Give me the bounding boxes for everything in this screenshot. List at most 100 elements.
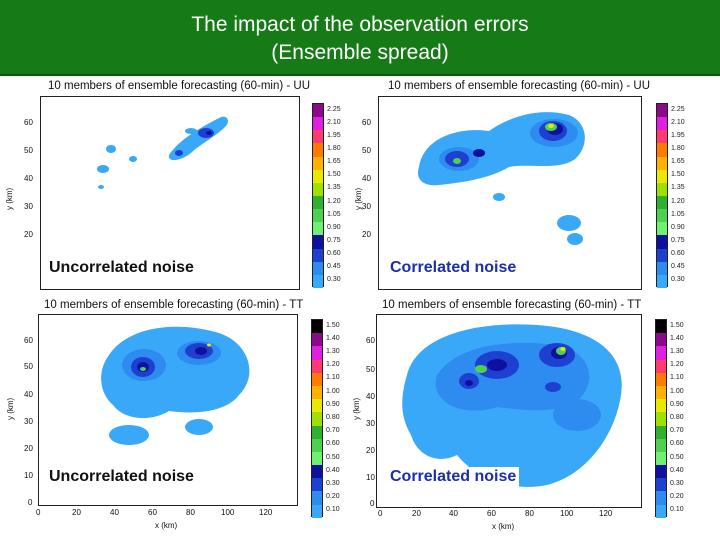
y-tick: 20 [24, 230, 33, 239]
y-tick: 40 [362, 174, 371, 183]
colorbar-swatch [313, 195, 323, 210]
colorbar-swatch [656, 438, 666, 452]
colorbar-label: 1.20 [670, 361, 684, 369]
colorbar-swatch [312, 465, 322, 479]
x-axis-label: x (km) [155, 521, 178, 530]
colorbar-swatch [657, 143, 667, 157]
colorbar-swatch [313, 209, 323, 223]
colorbar-label: 1.35 [671, 184, 685, 192]
colorbar-label: 1.95 [327, 131, 341, 139]
colorbar-label: 1.95 [671, 131, 685, 139]
colorbar-swatch [657, 156, 667, 170]
colorbar-label: 0.60 [326, 440, 340, 448]
y-tick: 30 [24, 417, 33, 426]
y-tick: 10 [24, 471, 33, 480]
plot-area [40, 96, 300, 290]
colorbar-label: 1.05 [671, 210, 685, 218]
y-tick: 10 [366, 473, 375, 482]
colorbar-swatch [657, 182, 667, 196]
colorbar-label: 0.90 [327, 223, 341, 231]
colorbar-swatch [656, 385, 666, 400]
y-tick: 30 [366, 419, 375, 428]
colorbar-swatch [656, 491, 666, 505]
colorbar-swatch [313, 156, 323, 170]
colorbar-label: 0.50 [326, 453, 340, 461]
colorbar-swatch [313, 222, 323, 236]
slide-title-line2: (Ensemble spread) [271, 41, 449, 64]
colorbar-swatch [656, 504, 666, 518]
y-tick: 60 [24, 118, 33, 127]
colorbar [312, 103, 324, 288]
colorbar-swatch [657, 104, 667, 118]
colorbar-label: 0.10 [326, 506, 340, 514]
y-tick: 30 [24, 202, 33, 211]
colorbar-label: 2.25 [327, 105, 341, 113]
spread-field [402, 324, 622, 487]
colorbar-swatch [656, 478, 666, 492]
colorbar-swatch [313, 143, 323, 157]
y-tick: 30 [362, 202, 371, 211]
colorbar-label: 1.50 [671, 171, 685, 179]
colorbar-label: 0.70 [326, 427, 340, 435]
colorbar-swatch [312, 478, 322, 492]
colorbar-label: 0.60 [671, 250, 685, 258]
x-tick: 80 [525, 509, 534, 518]
panel-title: 10 members of ensemble forecasting (60-m… [388, 80, 651, 92]
colorbar-label: 0.40 [670, 466, 684, 474]
colorbar-label: 0.90 [326, 400, 340, 408]
colorbar-swatch [313, 104, 323, 118]
colorbar-swatch [657, 195, 667, 210]
colorbar-label: 0.30 [670, 480, 684, 487]
x-tick: 80 [186, 508, 195, 517]
panel-title: 10 members of ensemble forecasting (60-m… [382, 299, 642, 311]
colorbar-label: 0.70 [670, 427, 684, 435]
x-tick: 40 [110, 508, 119, 517]
colorbar-swatch [312, 399, 322, 413]
spread-field [101, 326, 250, 445]
colorbar-label: 1.80 [327, 145, 341, 152]
x-tick: 120 [599, 509, 613, 518]
colorbar-label: 0.30 [327, 276, 341, 284]
colorbar [311, 319, 323, 518]
colorbar-swatch [313, 248, 323, 262]
colorbar-swatch [312, 491, 322, 505]
colorbar-swatch [312, 346, 322, 360]
colorbar-swatch [656, 425, 666, 439]
colorbar-label: 1.50 [326, 321, 340, 329]
colorbar-label: 1.80 [671, 145, 685, 152]
colorbar-label: 1.65 [327, 158, 341, 166]
colorbar-label: 2.10 [671, 118, 685, 126]
y-axis-label: y (km) [352, 397, 361, 420]
noise-label: Uncorrelated noise [46, 258, 197, 278]
colorbar-label: 0.60 [327, 250, 341, 258]
y-tick: 20 [24, 444, 33, 453]
y-tick: 50 [24, 146, 33, 155]
colorbar-swatch [312, 412, 322, 426]
colorbar-swatch [313, 261, 323, 275]
slide-header: The impact of the observation errors (En… [0, 0, 720, 76]
y-tick: 50 [24, 362, 33, 371]
colorbar-swatch [313, 117, 323, 131]
colorbar-label: 1.40 [670, 334, 684, 342]
colorbar-label: 0.30 [671, 276, 685, 284]
colorbar-swatch [312, 438, 322, 452]
colorbar-swatch [656, 333, 666, 347]
colorbar-swatch [312, 425, 322, 439]
colorbar-swatch [656, 399, 666, 413]
colorbar-swatch [657, 209, 667, 223]
colorbar-label: 1.40 [326, 334, 340, 342]
colorbar-label: 0.50 [670, 453, 684, 461]
x-tick: 20 [412, 509, 421, 518]
colorbar-label: 1.10 [326, 374, 340, 382]
colorbar [656, 103, 668, 288]
colorbar-swatch [313, 235, 323, 249]
x-tick: 60 [148, 508, 157, 517]
colorbar-swatch [313, 169, 323, 183]
colorbar-label: 2.10 [327, 118, 341, 126]
colorbar-label: 1.30 [670, 348, 684, 355]
colorbar-label: 0.90 [671, 223, 685, 231]
colorbar-swatch [656, 359, 666, 373]
spread-field [97, 116, 228, 189]
colorbar-label: 1.20 [327, 197, 341, 205]
y-tick: 40 [24, 174, 33, 183]
